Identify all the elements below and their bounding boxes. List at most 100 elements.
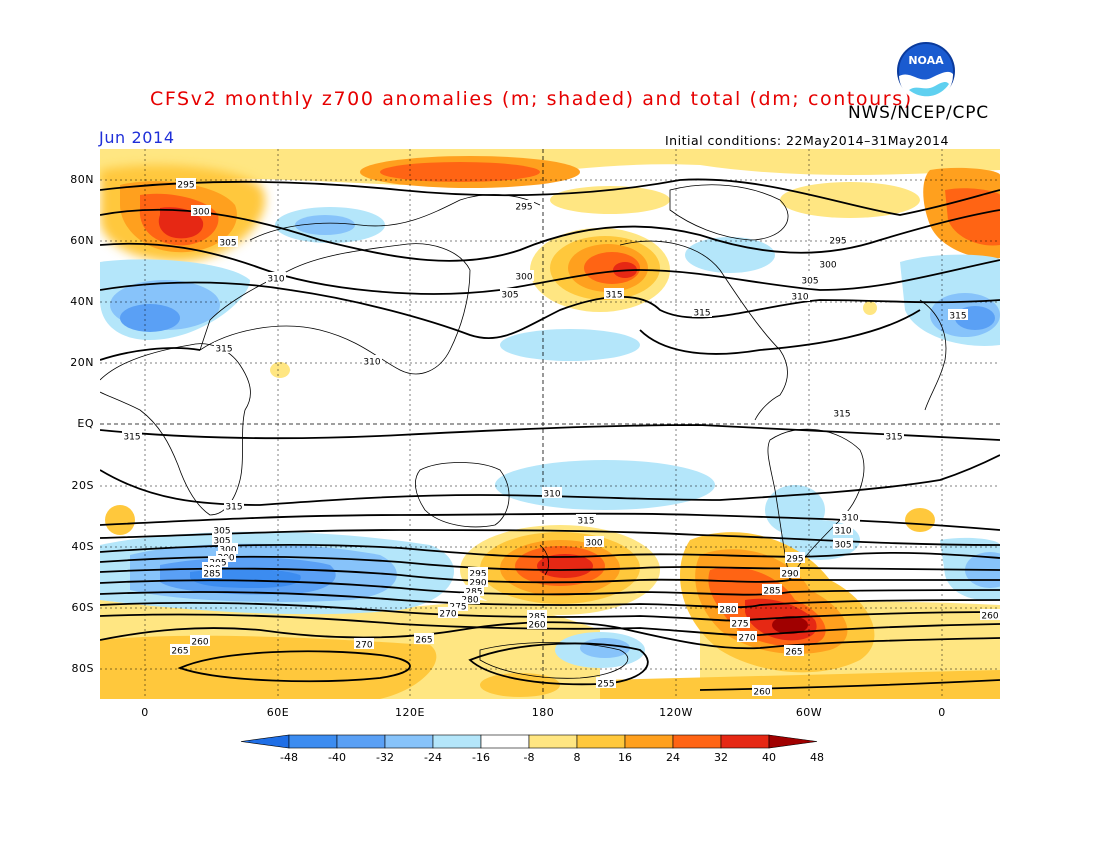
contour-label: 260: [981, 612, 998, 622]
lat-label: 60N: [70, 234, 94, 247]
contour-label: 300: [219, 546, 236, 556]
contour-label-bg: [176, 178, 196, 189]
contour-label-bg: [354, 638, 374, 649]
contour-label-bg: [527, 610, 547, 621]
contour-label: 270: [355, 641, 372, 651]
contour-label-bg: [542, 487, 562, 498]
contour-label: 315: [225, 503, 242, 513]
contour-label-bg: [122, 430, 142, 441]
lat-label: 80S: [71, 662, 94, 675]
colorbar-segment: [336, 734, 386, 749]
contour-label-bg: [818, 258, 838, 269]
contour-label: 290: [469, 579, 486, 589]
lat-label: EQ: [77, 417, 94, 430]
contour-label: 315: [693, 309, 710, 319]
colorbar-label: 32: [714, 751, 728, 764]
contour-label-bg: [212, 524, 232, 535]
contour-label: 255: [597, 680, 614, 690]
lat-label: 20S: [71, 479, 94, 492]
contour-label: 305: [801, 277, 818, 287]
lat-label: 20N: [70, 356, 94, 369]
contour-label-bg: [833, 524, 853, 535]
contour-label-bg: [790, 290, 810, 301]
contour-label: 285: [203, 570, 220, 580]
colorbar-label: -24: [424, 751, 442, 764]
colorbar-segment: [480, 734, 530, 749]
contour-label: 300: [585, 539, 602, 549]
contour-label-bg: [800, 274, 820, 285]
lon-label: 0: [938, 706, 946, 719]
contour-label: 315: [577, 517, 594, 527]
contour-label-bg: [833, 538, 853, 549]
contour-label: 315: [215, 345, 232, 355]
contour-label-bg: [514, 270, 534, 281]
contour-label: 260: [753, 688, 770, 698]
colorbar-segment: [624, 734, 674, 749]
contour-label: 315: [833, 410, 850, 420]
contour-label: 315: [123, 433, 140, 443]
colorbar-label: -32: [376, 751, 394, 764]
contour-label-bg: [266, 272, 286, 283]
contour-label-bg: [514, 200, 534, 211]
contour-label-bg: [604, 288, 624, 299]
contour-label: 305: [213, 527, 230, 537]
graticule: [100, 149, 1000, 699]
colorbar-segment: [672, 734, 722, 749]
contour-label: 275: [731, 620, 748, 630]
contour-label: 265: [415, 636, 432, 646]
contour-label-bg: [730, 617, 750, 628]
contour-label-bg: [208, 556, 228, 567]
contour-label-bg: [828, 234, 848, 245]
contour-label: 285: [528, 613, 545, 623]
svg-text:NOAA: NOAA: [908, 54, 944, 67]
contour-label: 315: [949, 312, 966, 322]
contour-label: 310: [791, 293, 808, 303]
contour-label: 270: [738, 634, 755, 644]
lon-label: 120E: [395, 706, 425, 719]
contour-label-bg: [202, 567, 222, 578]
contour-label-bg: [500, 288, 520, 299]
contour-label: 310: [834, 527, 851, 537]
contour-label-bg: [224, 500, 244, 511]
contour-label: 290: [781, 570, 798, 580]
lon-label: 60W: [795, 706, 823, 719]
contour-label: 310: [363, 358, 380, 368]
contour-label-bg: [468, 567, 488, 578]
colorbar-label: 16: [618, 751, 632, 764]
contour-label-bg: [752, 685, 772, 696]
contour-label-bg: [948, 309, 968, 320]
lon-label: 180: [531, 706, 555, 719]
colorbar-label: 40: [762, 751, 776, 764]
contour-label-bg: [576, 514, 596, 525]
contour-label: 310: [267, 275, 284, 285]
contour-label-bg: [980, 609, 1000, 620]
contour-label-bg: [584, 536, 604, 547]
contour-label-bg: [737, 631, 757, 642]
contour-label-bg: [414, 633, 434, 644]
contour-label-bg: [170, 644, 190, 655]
contour-label-bg: [762, 584, 782, 595]
contour-label: 300: [819, 261, 836, 271]
contour-label: 310: [841, 514, 858, 524]
lat-label: 40S: [71, 540, 94, 553]
contour-label: 295: [469, 570, 486, 580]
contour-label-bg: [214, 342, 234, 353]
contour-label-bg: [218, 236, 238, 247]
contour-label-bg: [785, 552, 805, 563]
contour-label: 305: [501, 291, 518, 301]
contour-label: 295: [786, 555, 803, 565]
colorbar-label: -16: [472, 751, 490, 764]
forecast-month: Jun 2014: [99, 128, 175, 147]
contour-label-bg: [692, 306, 712, 317]
colorbar-label: -40: [328, 751, 346, 764]
contour-label: 280: [719, 606, 736, 616]
contour-label: 300: [515, 273, 532, 283]
contour-label: 315: [885, 433, 902, 443]
contour-label: 305: [219, 239, 236, 249]
colorbar-label: 24: [666, 751, 680, 764]
lon-label: 120W: [659, 706, 693, 719]
contour-label-bg: [460, 593, 480, 604]
contour-label-bg: [438, 607, 458, 618]
contour-label: 300: [192, 208, 209, 218]
